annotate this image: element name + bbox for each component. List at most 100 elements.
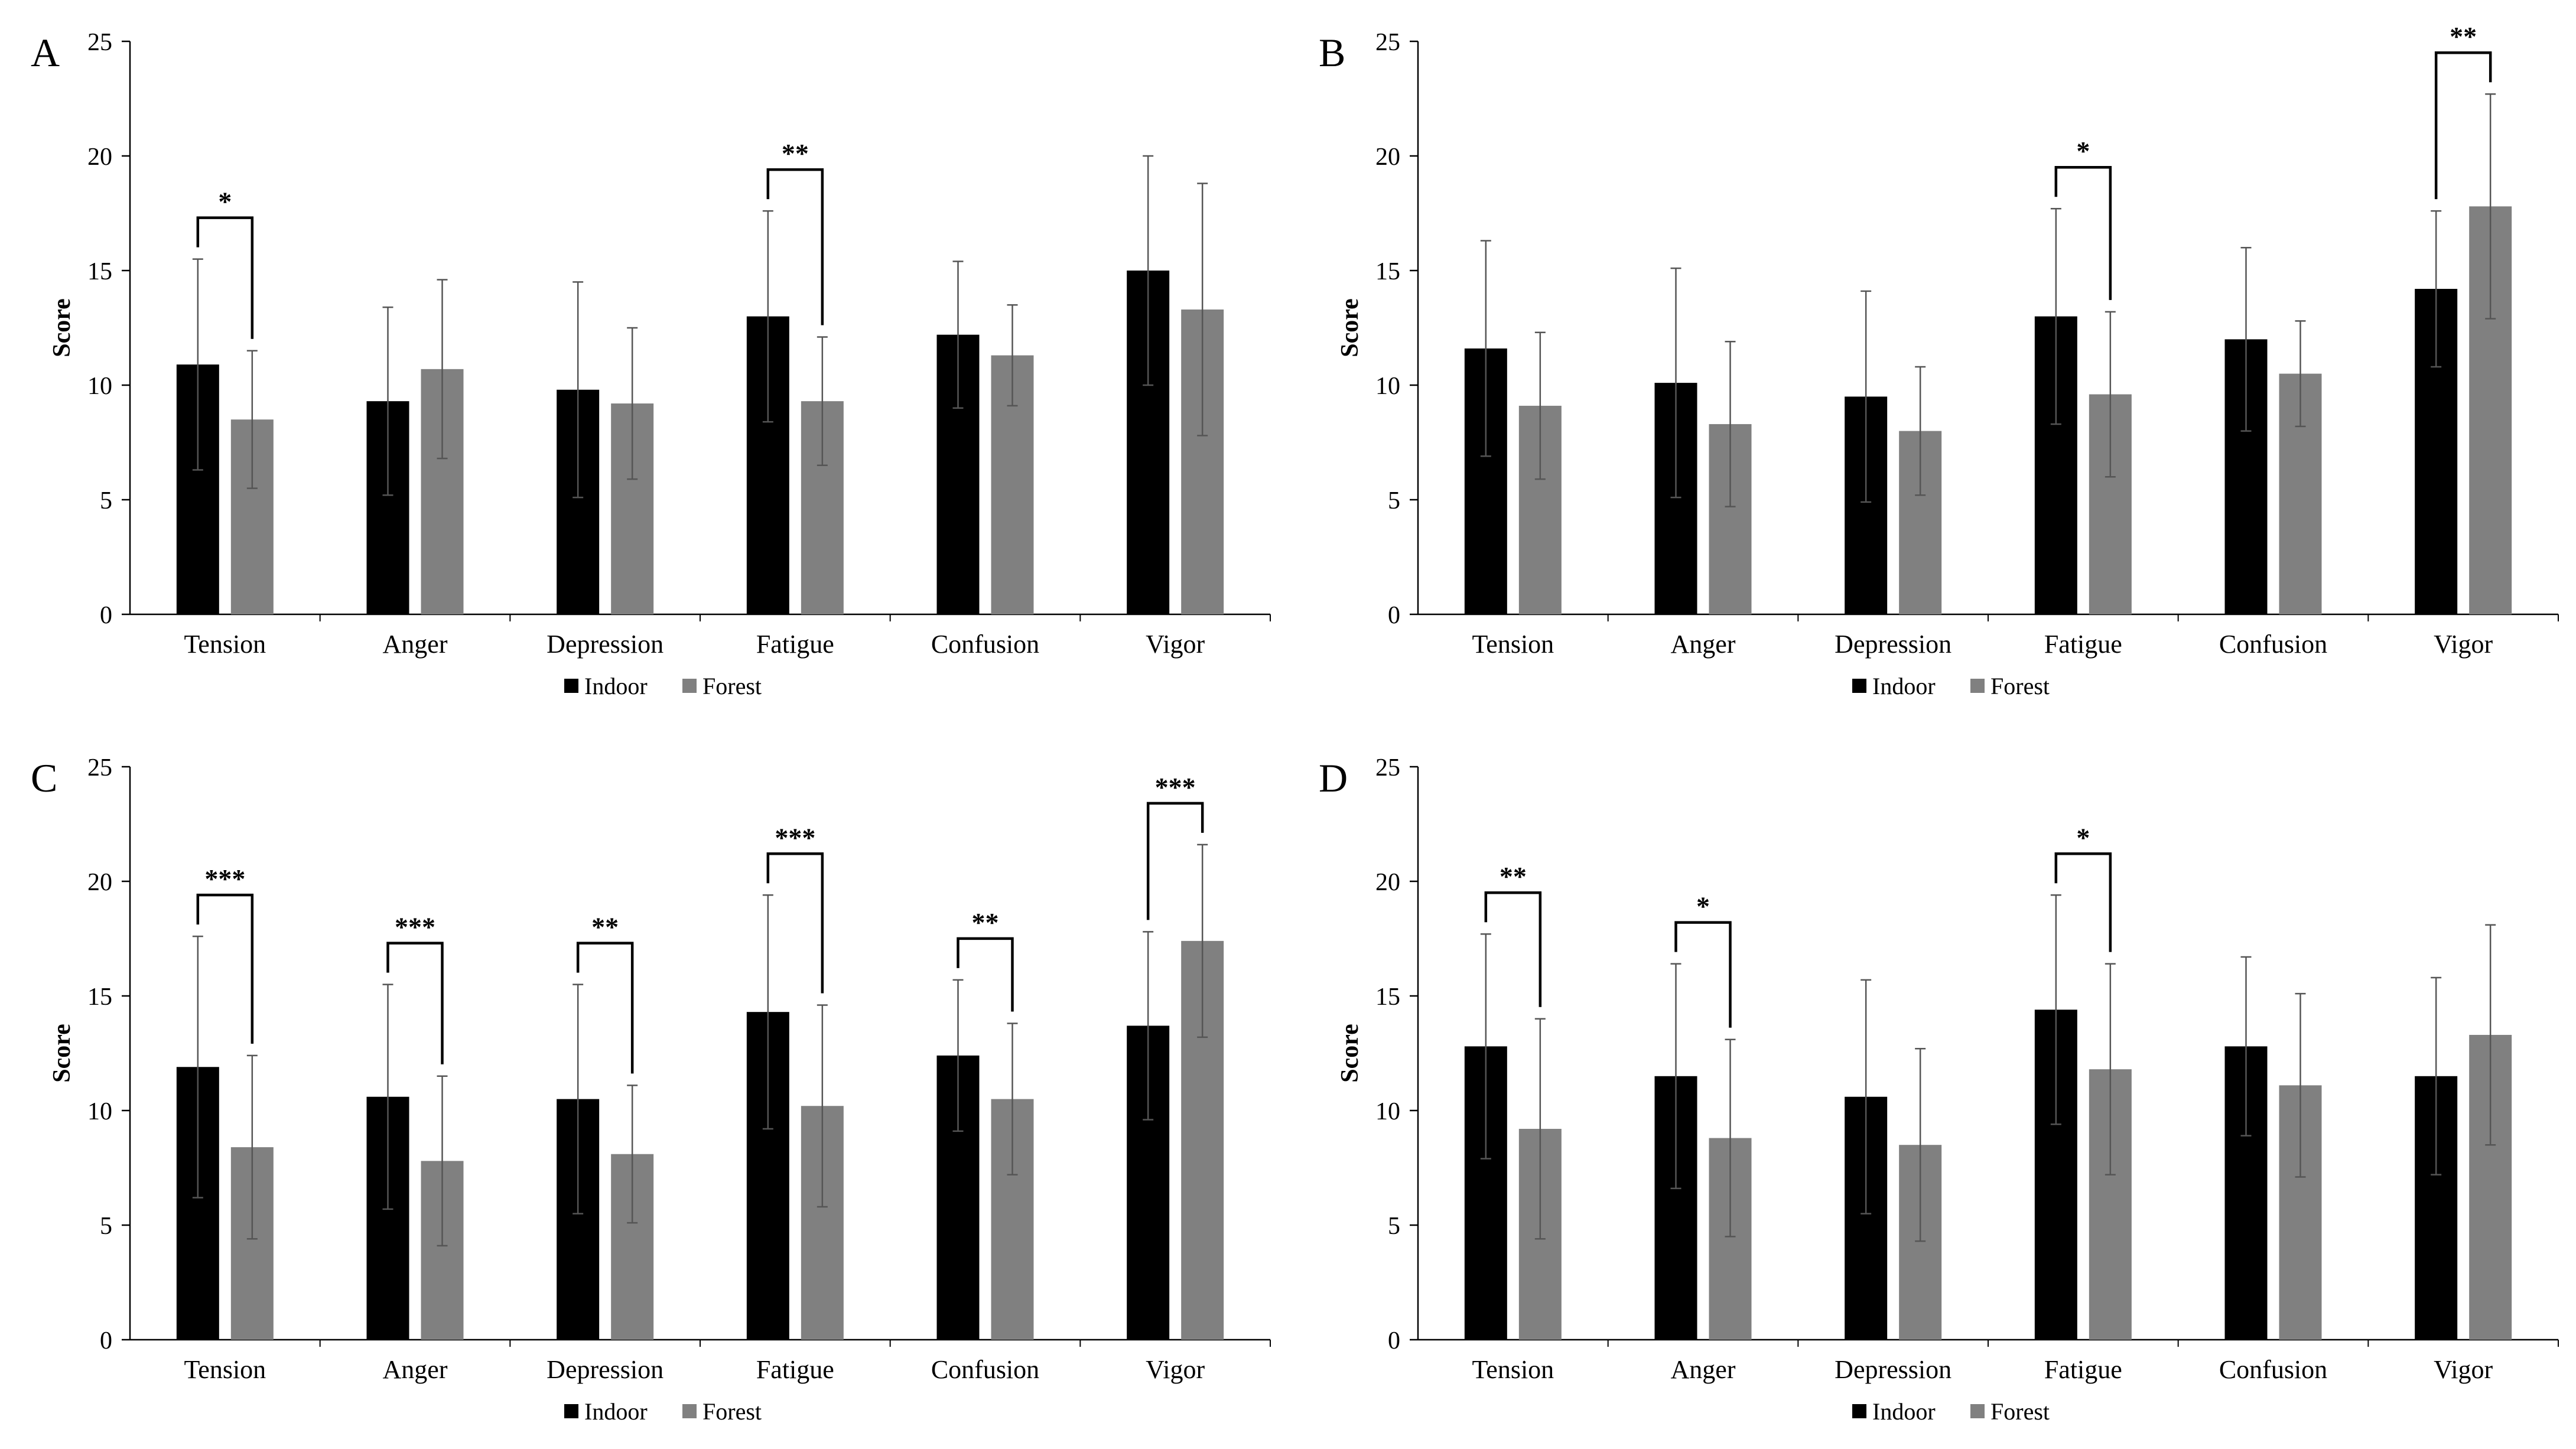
legend-label-indoor: Indoor — [584, 1398, 648, 1425]
error-bar — [1007, 1023, 1018, 1176]
x-tick-label: Depression — [1835, 630, 1951, 659]
bracket-line — [1674, 921, 1732, 1028]
error-bar — [627, 1085, 638, 1224]
legend-label-indoor: Indoor — [1872, 673, 1936, 699]
x-tick-label: Anger — [383, 1355, 448, 1384]
error-bar — [573, 984, 584, 1214]
error-bar — [952, 261, 964, 409]
x-tick-label: Anger — [383, 630, 448, 659]
significance-bracket — [1484, 891, 1542, 1007]
error-bar — [1007, 304, 1018, 407]
significance-bracket — [1146, 802, 1204, 920]
significance-bracket — [2054, 852, 2112, 952]
error-bar — [437, 279, 448, 460]
error-bar — [2105, 311, 2116, 478]
error-bar — [1143, 931, 1154, 1121]
error-bar — [2240, 246, 2252, 432]
x-tick-label: Tension — [184, 630, 266, 659]
legend-label-forest: Forest — [702, 673, 762, 699]
y-axis-label: Score — [1336, 298, 1364, 357]
error-bar — [437, 1075, 448, 1247]
error-bar — [1915, 366, 1926, 496]
bracket-line — [2054, 165, 2112, 300]
y-tick-label: 25 — [1375, 29, 1400, 56]
legend-label-forest: Forest — [1990, 673, 2050, 699]
y-tick-label: 15 — [87, 984, 112, 1011]
bracket-line — [1146, 802, 1204, 920]
x-tick-label: Fatigue — [2044, 630, 2122, 659]
x-tick-label: Confusion — [931, 1355, 1039, 1384]
error-bar — [817, 336, 828, 467]
significance-label: ** — [972, 907, 999, 937]
significance-bracket — [2054, 165, 2112, 300]
legend-swatch-forest — [1970, 679, 1985, 693]
bracket-line — [766, 852, 824, 994]
panel-label: C — [31, 756, 57, 800]
y-tick-label: 10 — [1375, 1098, 1400, 1125]
error-bar — [762, 894, 773, 1130]
error-bar — [2485, 924, 2496, 1146]
error-bar — [192, 258, 203, 471]
y-tick-label: 20 — [87, 144, 112, 171]
x-tick-label: Depression — [547, 1355, 663, 1384]
x-tick-label: Tension — [184, 1355, 266, 1384]
y-axis-label: Score — [1336, 1024, 1364, 1083]
error-bar — [2050, 207, 2061, 425]
error-bar — [2431, 976, 2442, 1176]
error-bar — [817, 1004, 828, 1208]
x-tick-label: Confusion — [2219, 630, 2327, 659]
error-bar — [952, 979, 964, 1132]
significance-bracket — [1674, 921, 1732, 1028]
significance-label: *** — [395, 912, 435, 942]
significance-label: ** — [1500, 861, 1527, 891]
error-bar — [1670, 267, 1681, 499]
panel-label: B — [1319, 30, 1345, 75]
significance-bracket — [2434, 51, 2492, 200]
panel-label: A — [31, 30, 60, 75]
error-bar — [1861, 290, 1872, 503]
x-tick-label: Anger — [1671, 1355, 1736, 1384]
x-tick-label: Anger — [1671, 630, 1736, 659]
x-tick-label: Confusion — [931, 630, 1039, 659]
bracket-line — [196, 216, 254, 339]
legend-swatch-indoor — [1852, 1404, 1866, 1418]
error-bar — [382, 984, 393, 1210]
y-tick-label: 0 — [1388, 1327, 1400, 1354]
error-bar — [246, 1054, 258, 1240]
significance-bracket — [766, 168, 824, 325]
panel-b: B Score 0 5 10 15 20 25 Tension Anger Depression Fa… — [1319, 21, 2559, 699]
panel-a: A Score 0 5 10 15 20 25 Tension * Anger Depression F… — [31, 29, 1271, 699]
x-tick-label: Tension — [1472, 630, 1554, 659]
y-tick-label: 25 — [87, 29, 112, 56]
bracket-line — [576, 942, 634, 1074]
x-tick-label: Fatigue — [756, 1355, 834, 1384]
error-bar — [573, 281, 584, 499]
bracket-line — [766, 168, 824, 325]
error-bar — [627, 327, 638, 480]
error-bar — [1725, 341, 1736, 507]
error-bar — [762, 210, 773, 423]
legend-swatch-forest — [682, 1404, 697, 1418]
legend-swatch-indoor — [564, 1404, 578, 1418]
error-bar — [192, 935, 203, 1199]
y-tick-label: 15 — [87, 258, 112, 285]
error-bar — [2295, 992, 2306, 1178]
error-bar — [382, 306, 393, 496]
significance-bracket — [196, 216, 254, 339]
legend-swatch-indoor — [1852, 679, 1866, 693]
legend-swatch-forest — [1970, 1404, 1985, 1418]
error-bar — [1197, 183, 1208, 437]
x-tick-label: Depression — [547, 630, 663, 659]
error-bar — [2105, 963, 2116, 1176]
error-bar — [2240, 956, 2252, 1137]
y-tick-label: 0 — [1388, 602, 1400, 629]
y-tick-label: 10 — [87, 373, 112, 400]
y-tick-label: 5 — [100, 1213, 112, 1240]
significance-bracket — [576, 942, 634, 1074]
y-tick-label: 5 — [1388, 487, 1400, 515]
x-tick-label: Vigor — [2434, 630, 2493, 659]
significance-label: *** — [204, 864, 245, 894]
y-tick-label: 25 — [87, 754, 112, 782]
error-bar — [1670, 963, 1681, 1190]
